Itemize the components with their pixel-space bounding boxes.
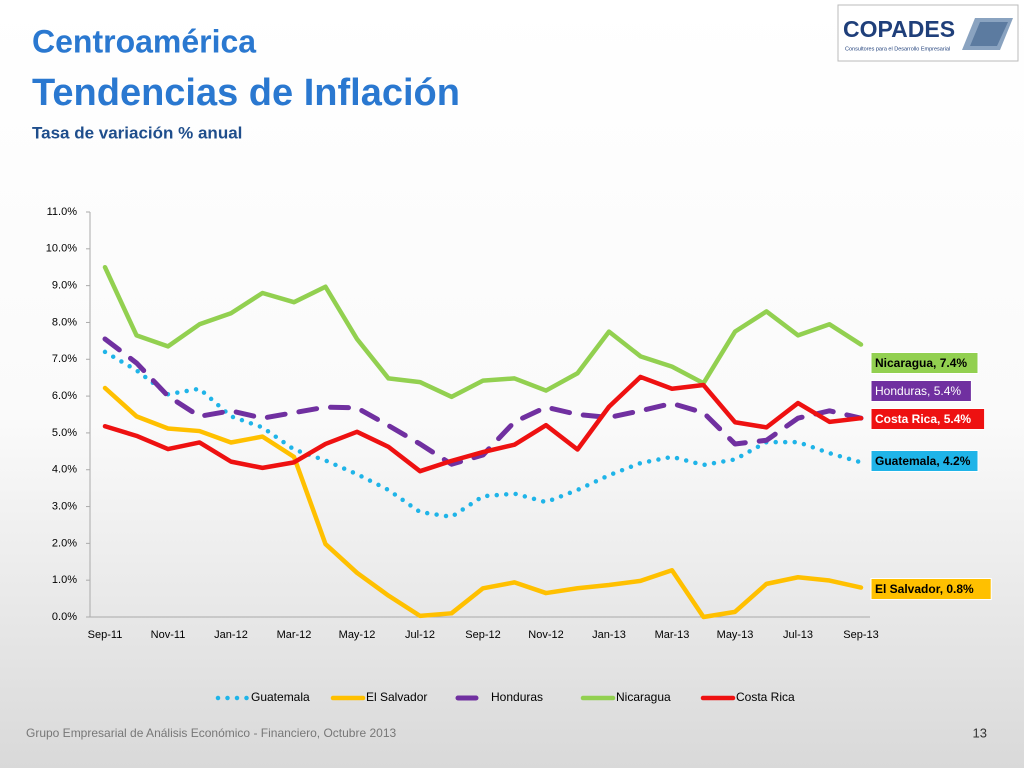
y-tick-label: 3.0% — [52, 500, 77, 512]
title: Centroamérica — [32, 23, 256, 59]
logo-tagline: Consultores para el Desarrollo Empresari… — [845, 46, 950, 52]
subtitle: Tendencias de Inflación — [32, 72, 460, 114]
end-label-box — [870, 408, 986, 430]
x-tick-label: Nov-12 — [528, 629, 563, 641]
end-label: Guatemala, 4.2% — [875, 454, 971, 468]
footer-text: Grupo Empresarial de Análisis Económico … — [26, 726, 397, 740]
legend-label: Guatemala — [251, 690, 310, 704]
series-line — [102, 374, 864, 474]
x-tick-label: Nov-11 — [151, 629, 186, 641]
x-tick-label: Jul-12 — [405, 629, 435, 641]
legend-label: Nicaragua — [616, 690, 671, 704]
y-tick-label: 5.0% — [52, 427, 77, 439]
y-tick-label: 6.0% — [52, 390, 77, 402]
x-tick-label: Sep-12 — [465, 629, 500, 641]
y-tick-label: 2.0% — [52, 537, 77, 549]
x-tick-label: Jul-13 — [783, 629, 813, 641]
x-tick-label: Jan-13 — [592, 629, 626, 641]
end-label-box — [870, 380, 972, 402]
y-tick-label: 4.0% — [52, 464, 77, 476]
series-line — [102, 349, 864, 520]
y-tick-label: 11.0% — [47, 206, 78, 218]
end-label: Honduras, 5.4% — [875, 384, 961, 398]
y-tick-label: 0.0% — [52, 611, 77, 623]
end-label-box — [870, 450, 979, 472]
end-label: Nicaragua, 7.4% — [875, 356, 967, 370]
x-tick-label: May-12 — [339, 629, 376, 641]
series-line — [102, 336, 864, 467]
logo-mark — [962, 18, 1013, 50]
x-tick-label: Sep-11 — [88, 629, 123, 641]
x-tick-label: Jan-12 — [214, 629, 248, 641]
x-tick-label: Mar-12 — [277, 629, 312, 641]
end-label: Costa Rica, 5.4% — [875, 412, 971, 426]
page-number: 13 — [973, 725, 987, 740]
series-line — [102, 264, 864, 400]
legend-label: Costa Rica — [736, 690, 795, 704]
y-tick-label: 7.0% — [52, 353, 77, 365]
x-tick-label: Sep-13 — [843, 629, 878, 641]
end-label-box — [870, 578, 992, 600]
series-line — [102, 385, 864, 620]
x-tick-label: Mar-13 — [655, 629, 690, 641]
y-tick-label: 9.0% — [52, 280, 77, 292]
legend-label: Honduras — [491, 690, 543, 704]
caption: Tasa de variación % anual — [32, 123, 242, 142]
x-tick-label: May-13 — [717, 629, 754, 641]
end-label-box — [870, 352, 979, 374]
y-tick-label: 1.0% — [52, 574, 77, 586]
y-tick-label: 10.0% — [46, 243, 77, 255]
y-tick-label: 8.0% — [52, 316, 77, 328]
end-label: El Salvador, 0.8% — [875, 582, 974, 596]
logo-name: COPADES — [843, 16, 955, 42]
legend-label: El Salvador — [366, 690, 427, 704]
